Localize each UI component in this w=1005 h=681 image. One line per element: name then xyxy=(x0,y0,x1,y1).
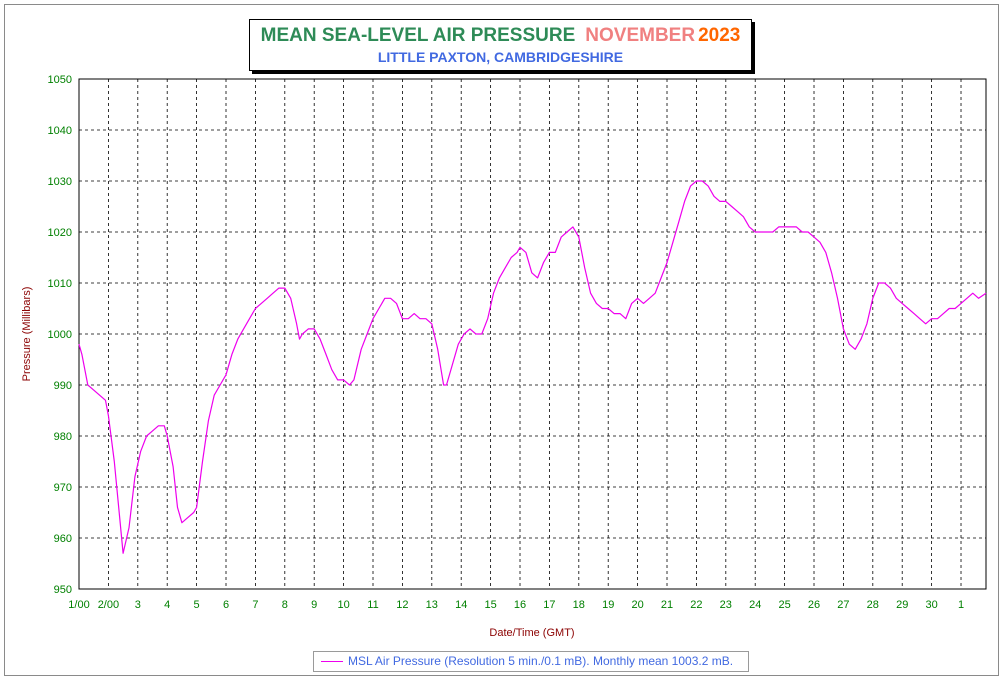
title-box: MEAN SEA-LEVEL AIR PRESSURE NOVEMBER 2023 … xyxy=(249,19,752,71)
x-tick-label: 26 xyxy=(808,599,820,611)
chart-title: MEAN SEA-LEVEL AIR PRESSURE xyxy=(260,25,576,46)
x-tick-label: 11 xyxy=(367,599,378,611)
pressure-series-line xyxy=(78,180,987,554)
y-tick-label: 960 xyxy=(54,533,72,545)
chart-subtitle: LITTLE PAXTON, CAMBRIDGESHIRE xyxy=(377,49,624,65)
y-tick-label: 970 xyxy=(54,482,72,494)
y-tick-label: 1010 xyxy=(48,278,72,290)
x-tick-label: 8 xyxy=(282,599,288,611)
x-tick-label: 19 xyxy=(602,599,614,611)
legend-line-swatch xyxy=(321,661,343,662)
x-tick-label: 4 xyxy=(164,599,170,611)
y-tick-label: 950 xyxy=(54,584,72,596)
x-tick-label: 23 xyxy=(720,599,732,611)
x-tick-label: 18 xyxy=(573,599,585,611)
y-tick-label: 1040 xyxy=(48,125,72,137)
title-year: 2023 xyxy=(698,25,741,46)
x-tick-label: 1 xyxy=(958,599,964,611)
x-tick-label: 20 xyxy=(631,599,643,611)
chart-frame xyxy=(4,4,999,676)
plot-border xyxy=(78,78,987,590)
x-tick-label: 24 xyxy=(749,599,761,611)
x-tick-label: 7 xyxy=(252,599,258,611)
y-axis-title: Pressure (Millibars) xyxy=(21,287,33,382)
y-tick-label: 1050 xyxy=(48,74,72,86)
x-tick-label: 29 xyxy=(896,599,908,611)
x-tick-label: 3 xyxy=(135,599,141,611)
x-tick-label: 1/00 xyxy=(68,599,89,611)
x-tick-label: 25 xyxy=(778,599,790,611)
x-tick-label: 10 xyxy=(337,599,349,611)
title-line: MEAN SEA-LEVEL AIR PRESSURE NOVEMBER 2023 xyxy=(250,24,751,48)
y-tick-label: 980 xyxy=(54,431,72,443)
x-tick-label: 5 xyxy=(194,599,200,611)
y-tick-label: 1030 xyxy=(48,176,72,188)
x-tick-label: 21 xyxy=(661,599,673,611)
x-tick-label: 14 xyxy=(455,599,467,611)
x-tick-label: 6 xyxy=(223,599,229,611)
legend: MSL Air Pressure (Resolution 5 min./0.1 … xyxy=(313,651,749,672)
legend-label: MSL Air Pressure (Resolution 5 min./0.1 … xyxy=(348,654,734,668)
x-tick-label: 16 xyxy=(514,599,526,611)
x-tick-label: 27 xyxy=(837,599,849,611)
title-month: NOVEMBER xyxy=(585,25,696,46)
y-tick-label: 990 xyxy=(54,380,72,392)
x-tick-label: 2/00 xyxy=(98,599,119,611)
x-tick-label: 9 xyxy=(311,599,317,611)
x-tick-label: 15 xyxy=(484,599,496,611)
series-layer xyxy=(78,180,987,554)
y-tick-label: 1020 xyxy=(48,227,72,239)
x-tick-label: 30 xyxy=(925,599,937,611)
x-tick-label: 22 xyxy=(690,599,702,611)
x-tick-label: 17 xyxy=(543,599,555,611)
y-tick-label: 1000 xyxy=(48,329,72,341)
x-tick-label: 12 xyxy=(396,599,408,611)
tick-labels: 9509609709809901000101010201030104010501… xyxy=(48,74,965,611)
x-axis-title: Date/Time (GMT) xyxy=(489,627,574,639)
x-tick-label: 13 xyxy=(426,599,438,611)
x-tick-label: 28 xyxy=(867,599,879,611)
grid xyxy=(79,79,986,589)
